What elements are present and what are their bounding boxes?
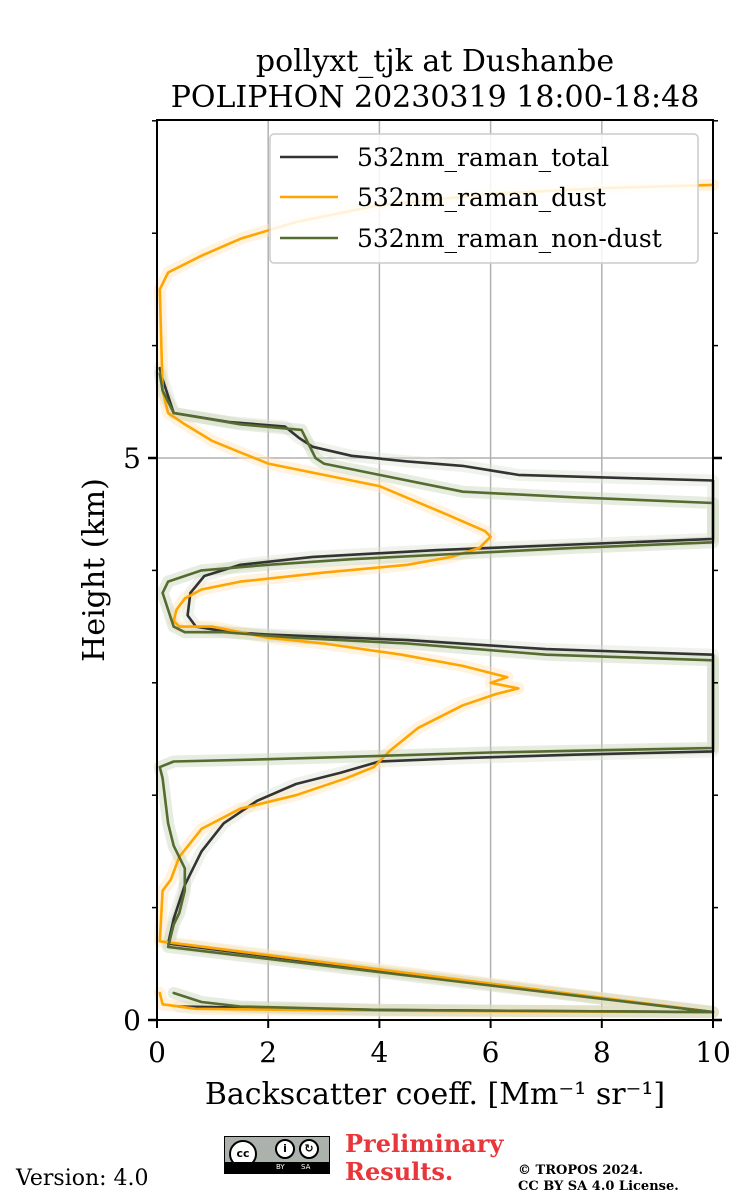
version-label: Version: 4.0 bbox=[16, 1166, 149, 1191]
copyright-line2: CC BY SA 4.0 License. bbox=[518, 1179, 679, 1194]
legend: 532nm_raman_total 532nm_raman_dust 532nm… bbox=[269, 133, 699, 264]
series-line-532nm-raman-non-dust bbox=[158, 372, 715, 1014]
preliminary-results-note: Preliminary Results. bbox=[345, 1130, 503, 1186]
badge-sa-text: SA bbox=[301, 1163, 311, 1171]
chart-title-line2: POLIPHON 20230319 18:00-18:48 bbox=[171, 80, 700, 115]
attribution-icon: i bbox=[275, 1139, 295, 1159]
data-lines bbox=[158, 183, 715, 1014]
license-bar bbox=[225, 1162, 329, 1173]
preliminary-line1: Preliminary bbox=[345, 1129, 504, 1158]
legend-box bbox=[269, 133, 699, 264]
preliminary-line2: Results. bbox=[345, 1157, 454, 1186]
x-tick-label: 6 bbox=[482, 1036, 500, 1069]
series-line-532nm-raman-dust bbox=[158, 183, 715, 1014]
legend-label-non-dust: 532nm_raman_non-dust bbox=[357, 224, 662, 253]
x-tick-label: 8 bbox=[593, 1036, 611, 1069]
y-tick-label: 0 bbox=[123, 1004, 141, 1037]
copyright-line1: © TROPOS 2024. bbox=[518, 1163, 644, 1178]
y-axis-label: Height (km) bbox=[77, 478, 112, 662]
x-tick-label: 10 bbox=[695, 1036, 731, 1069]
copyright-note: © TROPOS 2024. CC BY SA 4.0 License. bbox=[518, 1163, 679, 1195]
legend-label-total: 532nm_raman_total bbox=[357, 143, 609, 172]
x-tick-label: 2 bbox=[259, 1036, 277, 1069]
x-tick-label: 4 bbox=[370, 1036, 388, 1069]
legend-label-dust: 532nm_raman_dust bbox=[357, 183, 606, 212]
x-tick-label: 0 bbox=[148, 1036, 166, 1069]
cc-by-sa-license-badge: cc i ↻ BY SA bbox=[224, 1136, 330, 1174]
uncertainty-band-532nm-raman-dust bbox=[153, 178, 719, 1019]
share-alike-icon: ↻ bbox=[299, 1139, 319, 1159]
y-tick-label: 5 bbox=[123, 442, 141, 475]
axis-ticks: 0 2 4 6 8 10 0 5 bbox=[123, 120, 731, 1069]
uncertainty-bands bbox=[153, 178, 719, 1019]
grid bbox=[157, 120, 713, 1020]
chart-title-line1: pollyxt_tjk at Dushanbe bbox=[256, 44, 614, 79]
backscatter-profile-chart: pollyxt_tjk at Dushanbe POLIPHON 2023031… bbox=[77, 44, 731, 1112]
series-line-532nm-raman-total bbox=[158, 366, 715, 1014]
badge-by-text: BY bbox=[276, 1163, 285, 1171]
x-axis-label: Backscatter coeff. [Mm⁻¹ sr⁻¹] bbox=[205, 1077, 665, 1112]
